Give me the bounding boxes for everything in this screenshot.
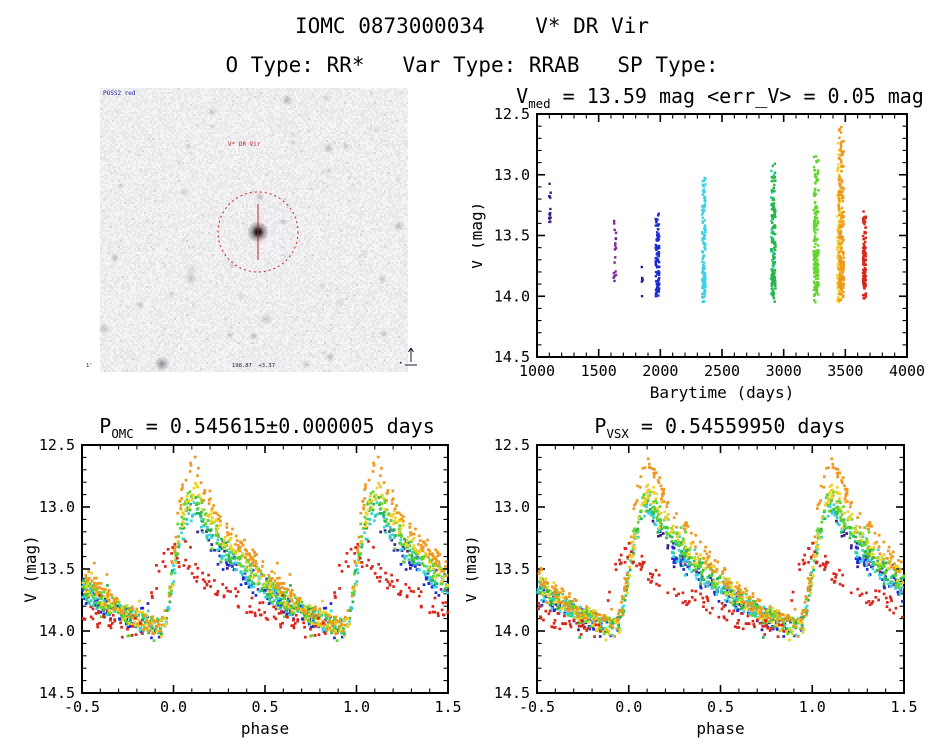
vsx-phase-title-rest: = 0.54559950 days: [628, 414, 846, 438]
vsx-phase-title-sub: VSX: [606, 426, 629, 441]
omc-phase-title-base: P: [99, 414, 112, 438]
omc-phase-title-sub: OMC: [111, 426, 134, 441]
vsx-phase-plot-title: PVSX = 0.54559950 days: [594, 414, 845, 441]
time-series-plot: [472, 92, 944, 410]
vsx-phase-title-base: P: [594, 414, 607, 438]
page-subtitle: O Type: RR* Var Type: RRAB SP Type:: [225, 53, 719, 77]
omc-phase-title-rest: = 0.545615±0.000005 days: [133, 414, 435, 438]
omc-phase-folded-plot: [20, 438, 468, 747]
omc-phase-plot-title: POMC = 0.545615±0.000005 days: [99, 414, 434, 441]
finder-chart-image: [84, 86, 424, 378]
page-title: IOMC 0873000034 V* DR Vir: [294, 14, 649, 38]
vsx-phase-folded-plot: [466, 438, 920, 747]
